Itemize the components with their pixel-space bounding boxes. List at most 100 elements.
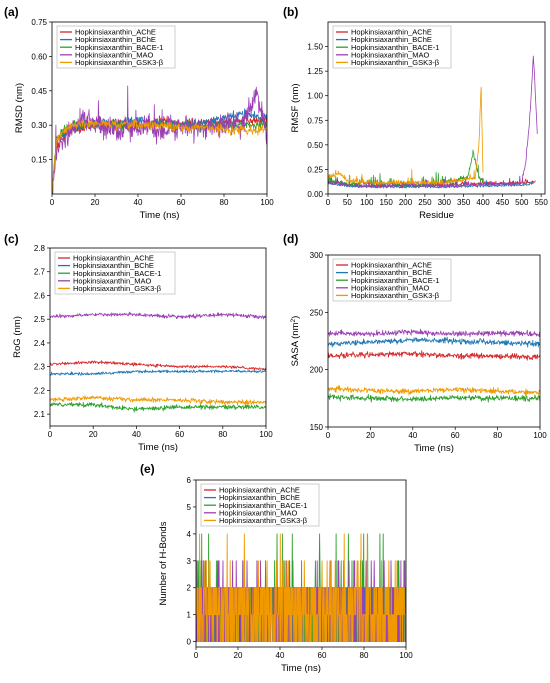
y-tick-label: 0.25	[307, 165, 323, 174]
series-line-AChE	[328, 350, 540, 361]
axes-frame	[195, 479, 407, 648]
x-tick-label: 400	[476, 198, 490, 207]
legend-entry: Hopkinsiaxanthin_BChE	[73, 261, 154, 270]
legend-entry: Hopkinsiaxanthin_MAO	[351, 50, 430, 59]
y-tick-label: 2.3	[34, 363, 46, 372]
series-line-MAO	[52, 85, 267, 194]
y-tick-label: 1.50	[307, 43, 323, 52]
y-tick-label: 2.1	[34, 410, 46, 419]
legend-entry: Hopkinsiaxanthin_BACE-1	[219, 501, 307, 510]
x-axis-label: Residue	[419, 210, 454, 221]
x-tick-label: 100	[260, 198, 274, 207]
legend-entry: Hopkinsiaxanthin_GSK3-β	[73, 284, 162, 293]
series-line-BChE	[50, 369, 266, 376]
panel-label: (b)	[283, 5, 298, 19]
x-tick-label: 450	[496, 198, 510, 207]
legend-entry: Hopkinsiaxanthin_MAO	[219, 508, 298, 517]
x-axis-label: Time (ns)	[281, 663, 321, 674]
y-tick-label: 2	[187, 584, 192, 593]
chart-panel-2: (b) 0 50 100 150 200 250 300 350 400 450 500 550 0.00…	[283, 5, 548, 221]
x-axis-label: Time (ns)	[140, 210, 180, 221]
x-tick-label: 0	[48, 430, 53, 439]
x-tick-label: 40	[132, 430, 141, 439]
legend-box	[332, 25, 452, 69]
legend-entry: Hopkinsiaxanthin_BACE-1	[73, 269, 161, 278]
legend-entry: Hopkinsiaxanthin_MAO	[75, 50, 154, 59]
legend-entry: Hopkinsiaxanthin_AChE	[351, 261, 432, 270]
series-line-GSK3-beta	[328, 86, 484, 185]
x-tick-label: 100	[399, 651, 413, 660]
legend-box	[54, 251, 176, 295]
legend-entry: Hopkinsiaxanthin_MAO	[351, 283, 430, 292]
y-tick-label: 0.50	[307, 141, 323, 150]
x-tick-label: 20	[366, 431, 375, 440]
legend-box	[200, 483, 320, 527]
plot-area	[196, 533, 406, 643]
y-tick-label: 4	[187, 530, 192, 539]
x-tick-label: 60	[451, 431, 460, 440]
legend-entry: Hopkinsiaxanthin_GSK3-β	[351, 291, 440, 300]
x-tick-label: 0	[194, 651, 199, 660]
legend: Hopkinsiaxanthin_AChEHopkinsiaxanthin_BC…	[56, 25, 176, 69]
x-tick-label: 20	[91, 198, 100, 207]
chart-panel-3: (c) 0 20 40 60 80 100 2.1 2.2 2.3 2.4 2.5 2.6 2.7 2.8 T…	[4, 232, 273, 453]
legend: Hopkinsiaxanthin_AChEHopkinsiaxanthin_BC…	[200, 483, 320, 527]
x-tick-label: 0	[326, 431, 331, 440]
legend-box	[56, 25, 176, 69]
y-tick-label: 200	[310, 366, 324, 375]
x-tick-label: 200	[399, 198, 413, 207]
x-tick-label: 150	[379, 198, 393, 207]
y-tick-label: 2.5	[34, 315, 46, 324]
chart-panel-4: (d) 0 20 40 60 80 100 150 200 250 300 Time (ns) SASA…	[283, 232, 547, 454]
y-axis-label-end: )	[290, 316, 301, 319]
legend-entry: Hopkinsiaxanthin_GSK3-β	[351, 58, 440, 67]
x-tick-label: 0	[326, 198, 331, 207]
x-tick-label: 40	[276, 651, 285, 660]
legend-entry: Hopkinsiaxanthin_BACE-1	[75, 43, 163, 52]
x-tick-label: 20	[89, 430, 98, 439]
x-tick-label: 20	[234, 651, 243, 660]
x-tick-label: 100	[533, 431, 547, 440]
y-tick-label: 0.75	[307, 116, 323, 125]
legend-entry: Hopkinsiaxanthin_BChE	[75, 35, 156, 44]
legend-box	[332, 258, 452, 302]
axes-frame	[327, 254, 541, 428]
y-tick-label: 0.00	[307, 190, 323, 199]
legend-entry: Hopkinsiaxanthin_BACE-1	[351, 43, 439, 52]
chart-panel-1: (a) 0 20 40 60 80 100 0.15 0.30 0.45 0.60 0.75 Time …	[4, 5, 274, 221]
y-tick-label: 0.45	[31, 87, 47, 96]
y-axis-label: RoG (nm)	[12, 316, 23, 358]
y-axis-label: RMSD (nm)	[14, 83, 25, 133]
axes-frame	[51, 21, 268, 195]
x-tick-label: 60	[318, 651, 327, 660]
legend: Hopkinsiaxanthin_AChEHopkinsiaxanthin_BC…	[332, 25, 452, 69]
y-tick-label: 0.30	[31, 121, 47, 130]
panel-label: (c)	[4, 232, 19, 246]
plot-area	[50, 311, 266, 413]
y-tick-label: 150	[310, 423, 324, 432]
y-tick-label: 3	[187, 557, 192, 566]
y-axis-label: RMSF (nm)	[290, 83, 301, 132]
y-tick-label: 250	[310, 308, 324, 317]
legend-entry: Hopkinsiaxanthin_AChE	[351, 28, 432, 37]
x-tick-label: 60	[175, 430, 184, 439]
y-tick-label: 1.00	[307, 92, 323, 101]
x-tick-label: 80	[218, 430, 227, 439]
panel-label: (a)	[4, 5, 19, 19]
plot-area	[52, 85, 267, 194]
x-tick-label: 500	[515, 198, 529, 207]
series-line-BACE-1	[50, 402, 266, 413]
series-line-AChE	[50, 360, 266, 371]
x-tick-label: 250	[418, 198, 432, 207]
y-tick-label: 0	[187, 638, 192, 647]
x-tick-label: 80	[360, 651, 369, 660]
y-tick-label: 0.60	[31, 52, 47, 61]
y-tick-label: 2.2	[34, 386, 46, 395]
series-line-GSK3-beta	[196, 533, 406, 643]
y-tick-label: 1.25	[307, 67, 323, 76]
x-tick-label: 50	[343, 198, 352, 207]
x-tick-label: 40	[134, 198, 143, 207]
panel-label: (e)	[140, 462, 155, 476]
y-tick-label: 2.7	[34, 268, 46, 277]
y-axis-label-superscript: 2	[290, 318, 297, 322]
